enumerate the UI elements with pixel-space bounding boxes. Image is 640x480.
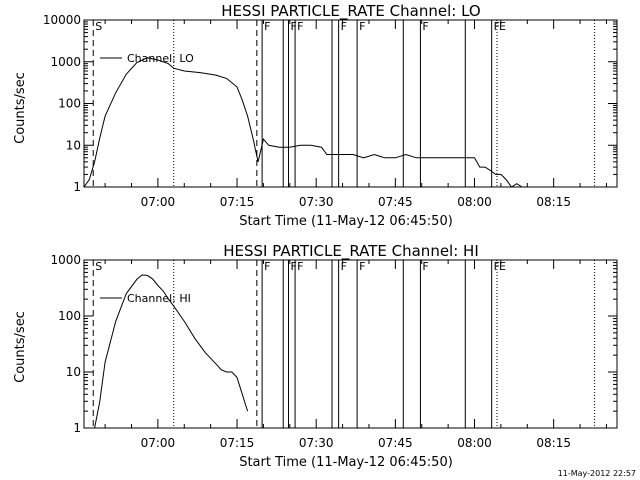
series-line bbox=[94, 274, 249, 429]
chart-title: HESSI PARTICLE_RATE Channel: LO bbox=[221, 2, 480, 21]
event-marker-label: S bbox=[95, 20, 102, 33]
event-marker-label: E bbox=[499, 20, 506, 33]
y-tick-label: 100 bbox=[58, 309, 81, 323]
event-marker-label: F bbox=[359, 260, 365, 273]
series-line bbox=[83, 57, 533, 188]
y-tick-label: 1000 bbox=[50, 55, 81, 69]
x-tick-label: 08:00 bbox=[457, 195, 492, 209]
y-axis-label: Counts/sec bbox=[13, 72, 28, 144]
event-marker-label: F bbox=[264, 20, 270, 33]
footer-timestamp: 11-May-2012 22:57 bbox=[558, 469, 636, 478]
x-axis-label: Start Time (11-May-12 06:45:50) bbox=[239, 214, 453, 229]
y-tick-label: 10 bbox=[66, 138, 81, 152]
x-tick-label: 07:30 bbox=[299, 195, 334, 209]
legend-label: Channel: HI bbox=[127, 292, 191, 305]
x-tick-label: 07:15 bbox=[220, 195, 255, 209]
chart-panel-hi: HESSI PARTICLE_RATE Channel: HI Counts/s… bbox=[13, 242, 618, 470]
event-marker-label: F bbox=[422, 260, 428, 273]
x-tick-label: 08:15 bbox=[536, 195, 571, 209]
y-tick-label: 1 bbox=[73, 421, 81, 435]
y-tick-label: 1 bbox=[73, 180, 81, 194]
x-tick-label: 07:15 bbox=[220, 436, 255, 450]
event-marker-label: F bbox=[297, 260, 303, 273]
legend-label: Channel: LO bbox=[127, 52, 194, 65]
event-marker-label: F bbox=[290, 260, 296, 273]
x-tick-label: 07:45 bbox=[378, 195, 413, 209]
y-tick-label: 1000 bbox=[50, 253, 81, 267]
event-marker-label: F bbox=[341, 260, 347, 273]
x-tick-label: 07:30 bbox=[299, 436, 334, 450]
x-tick-label: 08:15 bbox=[536, 436, 571, 450]
plot-frame bbox=[83, 19, 618, 188]
event-marker-label: F bbox=[290, 20, 296, 33]
event-marker-label: S bbox=[95, 260, 102, 273]
x-tick-label: 07:00 bbox=[141, 195, 176, 209]
chart-title: HESSI PARTICLE_RATE Channel: HI bbox=[223, 242, 479, 261]
y-axis-label: Counts/sec bbox=[13, 311, 28, 383]
x-axis-label: Start Time (11-May-12 06:45:50) bbox=[239, 455, 453, 470]
event-marker-label: F bbox=[341, 20, 347, 33]
chart-panel-lo: HESSI PARTICLE_RATE Channel: LO Counts/s… bbox=[13, 2, 618, 229]
x-tick-label: 07:45 bbox=[378, 436, 413, 450]
event-marker-label: E bbox=[499, 260, 506, 273]
plot-frame bbox=[83, 259, 618, 429]
x-tick-label: 07:00 bbox=[141, 436, 176, 450]
event-marker-label: F bbox=[264, 260, 270, 273]
y-tick-label: 10 bbox=[66, 365, 81, 379]
y-tick-label: 10000 bbox=[43, 13, 81, 27]
x-tick-label: 08:00 bbox=[457, 436, 492, 450]
event-marker-label: F bbox=[359, 20, 365, 33]
event-marker-label: F bbox=[422, 20, 428, 33]
y-tick-label: 100 bbox=[58, 97, 81, 111]
event-marker-label: F bbox=[297, 20, 303, 33]
